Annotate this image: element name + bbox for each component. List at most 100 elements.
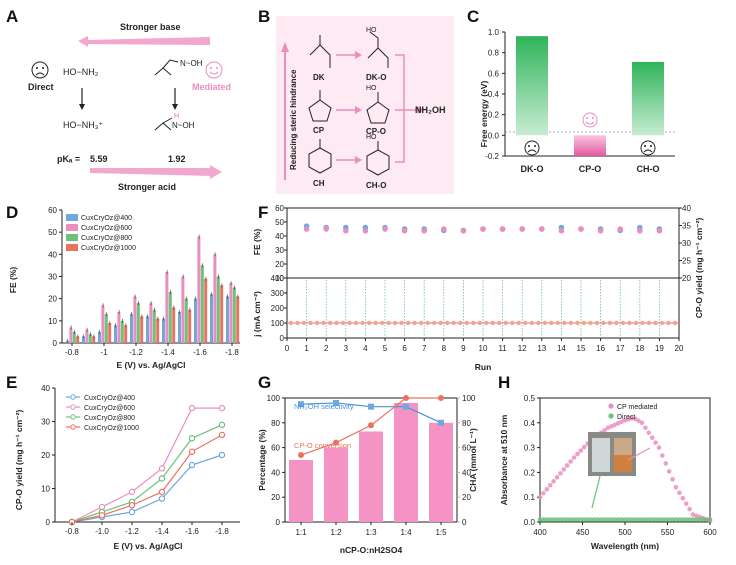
- d-legend-swatch: [66, 224, 78, 231]
- g-conversion-point: [403, 395, 409, 401]
- d-bar: [140, 316, 144, 343]
- d-bar: [162, 318, 165, 343]
- g-bar: [289, 460, 313, 522]
- f-xlabel: Run: [475, 362, 492, 372]
- f-current-point: [392, 320, 398, 326]
- steric-hindrance-label: Reducing steric hindrance: [289, 69, 298, 170]
- d-ytick-label: 10: [48, 317, 57, 326]
- h-point: [683, 517, 689, 522]
- h-xlabel: Wavelength (nm): [591, 541, 659, 551]
- h-point: [670, 477, 675, 482]
- svg-text:HO: HO: [366, 134, 377, 141]
- d-bar: [130, 314, 133, 343]
- h-ytick-label: 0.1: [524, 493, 536, 502]
- h-point: [558, 471, 563, 476]
- f-current-point: [314, 320, 320, 326]
- h-point: [581, 517, 587, 522]
- h-point: [649, 435, 655, 440]
- f-ytick-fe-label: 30: [275, 246, 284, 255]
- h-point: [673, 517, 679, 522]
- d-legend-label: CuxCryOz@600: [81, 225, 132, 232]
- panel-a: A Stronger base Direct HO−NH₂ HO−NH₃⁺ N~…: [6, 7, 231, 192]
- f-current-point: [581, 320, 587, 326]
- f-current-point: [301, 320, 307, 326]
- panel-h: H Absorbance at 510 nm 0.0 0.1 0.2 0.3 0.4 0.…: [498, 373, 717, 551]
- g-ytick-label: 80: [271, 419, 280, 428]
- h-point: [547, 517, 553, 522]
- h-point: [666, 517, 672, 522]
- h-point: [670, 517, 675, 522]
- g-ytick-label: 20: [271, 493, 280, 502]
- f-ytick-j-label: 300: [271, 289, 285, 298]
- h-point: [656, 445, 662, 450]
- h-point: [595, 517, 601, 522]
- d-xtick-label: -0.8: [65, 348, 79, 357]
- e-point: [218, 404, 226, 412]
- panel-g-label: G: [258, 373, 271, 392]
- cp-o-structure: [366, 101, 390, 124]
- stronger-acid-text: Stronger acid: [118, 182, 176, 192]
- d-xlabel: E (V) vs. Ag/AgCl: [116, 360, 185, 370]
- d-bar: [156, 318, 160, 343]
- c-ytick-label: 0.0: [488, 131, 500, 140]
- h-point: [632, 416, 638, 422]
- e-point: [158, 465, 166, 472]
- f-ytick-fe-label: 50: [275, 218, 284, 227]
- h-point: [541, 490, 546, 496]
- g-ylabel-left: Percentage (%): [257, 429, 267, 491]
- f-ytick-fe-label: 60: [275, 204, 284, 213]
- e-xtick-label: -1.6: [185, 527, 199, 536]
- c-bar-ch-o: [632, 61, 664, 136]
- d-xtick-label: -1.6: [193, 348, 207, 357]
- f-current-point: [601, 320, 606, 326]
- panel-d: D FE (%) 0 10 20 30 40 50 60 -0.8 -1 -1.2 -1.4 -1.…: [6, 203, 240, 370]
- h-ytick-label: 0.5: [524, 394, 536, 403]
- g-ytick-label: 60: [271, 444, 280, 453]
- ch-structure: [308, 147, 332, 174]
- d-bar: [236, 296, 240, 343]
- f-current-point: [399, 320, 404, 326]
- e-point: [158, 475, 166, 482]
- d-xtick-label: -1.2: [129, 348, 143, 357]
- d-bar: [88, 334, 92, 343]
- f-ylabel-yield: CP-O yield (mg h⁻¹ cm⁻²): [694, 218, 704, 319]
- f-current-point: [497, 320, 502, 326]
- scheme-background: [276, 16, 454, 194]
- oxime-cp-o-label: CP-O: [366, 127, 386, 136]
- h-point: [568, 459, 573, 464]
- f-ytick-j-label: 200: [271, 304, 285, 313]
- f-yield-point: [558, 227, 565, 234]
- e-ylabel: CP-O yield (mg h⁻¹ cm⁻²): [14, 410, 24, 511]
- d-bar: [82, 336, 85, 343]
- f-ytick-j-label: 0: [280, 334, 285, 343]
- h-point: [704, 517, 709, 522]
- h-point: [554, 517, 560, 522]
- svg-text:N~OH: N~OH: [180, 59, 203, 68]
- g-bar: [359, 431, 383, 522]
- f-current-point: [353, 320, 359, 326]
- h-point: [564, 517, 570, 522]
- g-selectivity-point: [368, 403, 374, 410]
- f-current-point: [633, 320, 639, 326]
- f-xtick-label: 11: [498, 344, 507, 353]
- f-current-point: [523, 320, 528, 326]
- f-current-point: [321, 320, 326, 326]
- f-current-point: [659, 320, 665, 326]
- d-bar: [194, 298, 197, 343]
- f-ytick-yield-label: 30: [682, 239, 691, 248]
- h-point: [677, 517, 682, 522]
- h-point: [568, 517, 573, 522]
- d-bar: [76, 336, 80, 343]
- f-current-point: [555, 320, 561, 326]
- h-point: [622, 517, 628, 522]
- f-xtick-label: 20: [675, 344, 684, 353]
- pka-label: pKₐ =: [57, 154, 80, 164]
- g-selectivity-point: [333, 399, 339, 406]
- d-bar: [98, 331, 101, 343]
- e-point: [128, 502, 136, 509]
- steric-arrow: [281, 42, 289, 52]
- g-xtick-label: 1:1: [295, 528, 307, 537]
- ch-o-structure: [366, 149, 390, 176]
- g-ylabel-right: CHA (mmol L⁻¹): [468, 428, 478, 492]
